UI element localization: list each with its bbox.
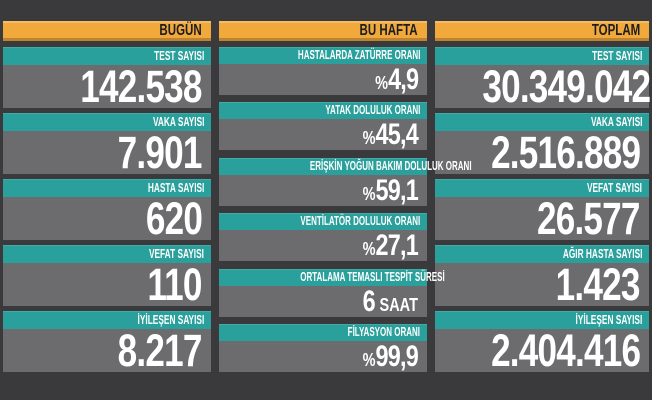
stat-value: 110	[147, 259, 203, 310]
column-today-body: TEST SAYISI 142.538 VAKA SAYISI 7.901 HA…	[3, 47, 211, 376]
stat-label: VEFAT SAYISI	[586, 180, 642, 195]
stat-week-yatak-doluluk-orani: YATAK DOLULUK ORANI %45,4	[219, 102, 427, 153]
stat-week-filyasyon-orani: FİLYASYON ORANI %99,9	[219, 323, 427, 375]
stat-value: %45,4	[362, 118, 419, 153]
stat-value-prefix: %	[362, 238, 376, 260]
stat-value: %27,1	[362, 229, 419, 264]
stat-value-number: 99,9	[375, 339, 419, 373]
stat-today-test-sayisi: TEST SAYISI 142.538	[3, 47, 211, 112]
stat-total-test-sayisi: TEST SAYISI 30.349.042	[435, 47, 651, 112]
stat-label: YATAK DOLULUK ORANI	[325, 103, 420, 118]
stat-label: VAKA SAYISI	[152, 114, 204, 129]
stat-label: ORTALAMA TEMASLI TESPİT SÜRESİ	[300, 269, 445, 284]
column-header-this-week-label: BU HAFTA	[359, 22, 418, 39]
column-today: BUGÜN TEST SAYISI 142.538 VAKA SAYISI 7.…	[3, 21, 211, 400]
stat-week-ortalama-temasli-tespit-suresi: ORTALAMA TEMASLI TESPİT SÜRESİ 6 SAAT	[219, 268, 445, 320]
stat-value-suffix: SAAT	[379, 293, 418, 315]
stat-value: 30.349.042	[482, 61, 651, 112]
stat-label: ERİŞKİN YOĞUN BAKIM DOLULUK ORANI	[309, 158, 472, 173]
stat-value-number: 27,1	[375, 229, 419, 263]
stat-label: TEST SAYISI	[153, 48, 204, 63]
stat-value: 142.538	[80, 61, 203, 112]
stat-week-zaturre-orani: HASTALARDA ZATÜRRE ORANI %4,9	[219, 47, 427, 95]
stat-value: %99,9	[362, 339, 419, 375]
column-header-today-label: BUGÜN	[159, 22, 202, 39]
stat-value-number: 6	[362, 284, 376, 318]
stat-week-ventilator-doluluk-orani: VENTİLATÖR DOLULUK ORANI %27,1	[219, 213, 427, 264]
column-header-this-week: BU HAFTA	[219, 21, 427, 41]
stat-value-number: 59,1	[375, 173, 419, 207]
stat-label: TEST SAYISI	[591, 48, 642, 63]
stat-value-number: 4,9	[387, 63, 419, 96]
stat-value-prefix: %	[362, 182, 376, 204]
stat-value-number: 45,4	[375, 118, 419, 152]
column-header-total: TOPLAM	[435, 21, 649, 41]
column-total: TOPLAM TEST SAYISI 30.349.042 VAKA SAYIS…	[435, 21, 651, 400]
column-header-today: BUGÜN	[3, 21, 211, 41]
stat-value: 1.423	[556, 259, 641, 310]
column-this-week-body: HASTALARDA ZATÜRRE ORANI %4,9 YATAK DOLU…	[219, 47, 472, 375]
stat-label: VAKA SAYISI	[590, 114, 642, 129]
stat-value: 7.901	[118, 127, 203, 178]
stat-today-hasta-sayisi: HASTA SAYISI 620	[3, 179, 211, 244]
stat-label: HASTA SAYISI	[147, 180, 204, 195]
stat-total-vaka-sayisi: VAKA SAYISI 2.516.889	[435, 113, 649, 178]
stat-value: 26.577	[537, 193, 640, 244]
stat-today-vaka-sayisi: VAKA SAYISI 7.901	[3, 113, 211, 178]
column-this-week: BU HAFTA HASTALARDA ZATÜRRE ORANI %4,9 Y…	[219, 21, 472, 400]
stat-total-agir-hasta-sayisi: AĞIR HASTA SAYISI 1.423	[435, 245, 649, 310]
column-total-body: TEST SAYISI 30.349.042 VAKA SAYISI 2.516…	[435, 47, 651, 376]
stat-week-eriskin-yogun-bakim-doluluk-orani: ERİŞKİN YOĞUN BAKIM DOLULUK ORANI %59,1	[219, 157, 472, 209]
stat-value: 2.516.889	[490, 127, 641, 178]
stat-value: 620	[145, 193, 203, 244]
stat-label: HASTALARDA ZATÜRRE ORANI	[297, 48, 420, 62]
stat-label: İYİLEŞEN SAYISI	[137, 312, 204, 327]
stat-value-prefix: %	[374, 72, 388, 93]
column-header-total-label: TOPLAM	[591, 22, 640, 39]
stat-value: %59,1	[362, 173, 419, 209]
stat-today-iyilesen-sayisi: İYİLEŞEN SAYISI 8.217	[3, 311, 211, 376]
stat-value: 8.217	[118, 325, 203, 376]
stat-value: 2.404.416	[490, 325, 641, 376]
stat-label: VENTİLATÖR DOLULUK ORANI	[300, 214, 420, 229]
stat-label: AĞIR HASTA SAYISI	[562, 246, 642, 261]
stat-total-iyilesen-sayisi: İYİLEŞEN SAYISI 2.404.416	[435, 311, 649, 376]
stat-value: %4,9	[374, 63, 419, 98]
stat-label: FİLYASYON ORANI	[347, 324, 420, 339]
stat-value-prefix: %	[362, 127, 376, 149]
stat-value-prefix: %	[362, 348, 376, 370]
stat-today-vefat-sayisi: VEFAT SAYISI 110	[3, 245, 211, 310]
stat-label: VEFAT SAYISI	[148, 246, 204, 261]
stat-label: İYİLEŞEN SAYISI	[575, 312, 642, 327]
stat-total-vefat-sayisi: VEFAT SAYISI 26.577	[435, 179, 649, 244]
stat-value: 6 SAAT	[363, 286, 418, 320]
